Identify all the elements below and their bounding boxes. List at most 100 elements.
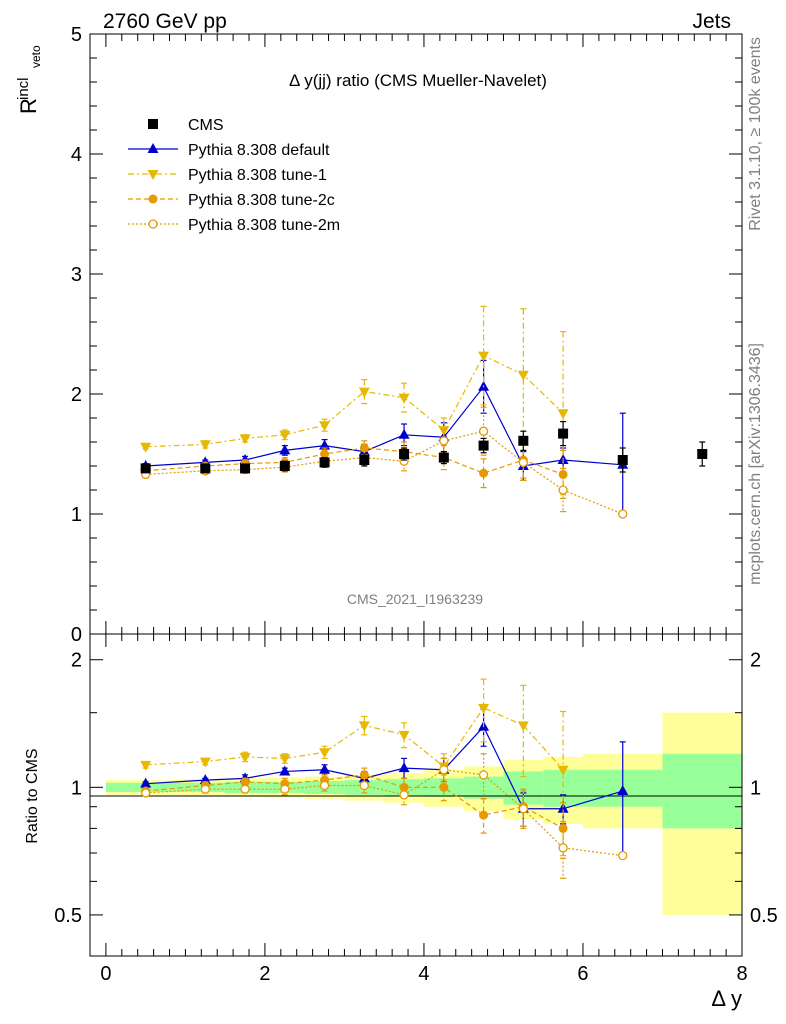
data-point-tune2m [319, 780, 330, 791]
data-point-cms [359, 455, 370, 465]
data-point-tune1 [140, 760, 152, 771]
data-point-tune1 [358, 721, 370, 732]
data-point-cms [140, 463, 151, 474]
legend-label: Pythia 8.308 tune-2c [188, 192, 335, 209]
data-point-tune1 [398, 393, 410, 404]
data-point-tune2m [618, 850, 628, 861]
data-point-tune2m [439, 765, 449, 775]
data-point-cms [518, 435, 529, 446]
legend-marker [147, 170, 159, 180]
data-point-default [557, 802, 569, 813]
data-point-tune1 [358, 387, 370, 398]
series-line-tune2m [145, 430, 623, 515]
data-point-default [398, 428, 410, 439]
legend-item-cms: CMS [148, 117, 224, 134]
series-tune2m [141, 753, 628, 879]
legend-marker [148, 194, 158, 204]
x-axis-label: Δ y [711, 986, 742, 1011]
data-point-tune2m [478, 426, 489, 436]
analysis-watermark: CMS_2021_I1963239 [347, 591, 483, 607]
y-axis-label-sup: incl [15, 77, 32, 100]
data-point-tune1 [140, 442, 152, 453]
data-point-cms [200, 463, 211, 474]
data-point-tune2m [200, 784, 210, 794]
data-point-default [617, 785, 629, 796]
data-point-cms [438, 452, 449, 463]
data-point-tune2m [141, 788, 151, 798]
data-point-tune1 [398, 730, 410, 741]
legend-item-tune2m: Pythia 8.308 tune-2m [128, 217, 340, 234]
data-point-tune2m [359, 780, 369, 791]
data-point-default [140, 777, 152, 788]
legend-marker [147, 143, 159, 153]
y-axis-label-sub: veto [29, 45, 43, 68]
mcplots-credit-text: mcplots.cern.ch [arXiv:1306.3436] [747, 343, 764, 585]
data-point-tune2m [518, 457, 528, 468]
y-tick-label-right: 1 [750, 777, 761, 799]
data-point-cms [697, 449, 708, 459]
data-point-tune2m [558, 485, 568, 495]
series-line-tune2m [145, 769, 623, 857]
data-point-tune1 [557, 409, 569, 420]
data-point-cms [279, 461, 290, 471]
data-point-tune1 [279, 430, 291, 441]
y-tick-label: 2 [71, 650, 82, 672]
data-point-tune2c [240, 777, 250, 787]
y-axis-label: R incl veto [15, 45, 43, 114]
data-point-tune2m [518, 804, 528, 814]
data-point-cms [478, 440, 489, 451]
data-point-tune2m [558, 843, 568, 853]
y-axis-label-main: R [16, 98, 41, 114]
y-tick-label: 0 [71, 624, 82, 646]
x-tick-label: 2 [259, 963, 270, 985]
series-default [140, 359, 629, 518]
series-tune2m [141, 406, 628, 519]
data-point-cms [558, 428, 569, 439]
y-tick-label: 0.5 [54, 905, 82, 927]
ratio-panel: 0 2 4 6 8 0.5 0.5 1 1 2 2 Ratio to CMS Δ y [24, 633, 778, 1011]
data-point-tune1 [199, 757, 211, 768]
y-tick-label: 3 [71, 264, 82, 286]
y-tick-label: 2 [71, 384, 82, 406]
x-tick-label: 4 [418, 963, 429, 985]
data-point-tune1 [239, 752, 251, 763]
data-point-cms [319, 457, 330, 468]
data-point-tune1 [557, 765, 569, 776]
data-point-tune2c [479, 810, 489, 820]
data-point-tune2c [320, 449, 330, 459]
data-point-default [319, 439, 331, 450]
rivet-version-text: Rivet 3.1.10, ≥ 100k events [747, 37, 764, 231]
data-point-default [319, 763, 331, 774]
data-point-tune2c [479, 468, 489, 478]
legend-item-default: Pythia 8.308 default [128, 142, 330, 159]
data-point-tune2c [359, 770, 369, 780]
data-point-tune1 [319, 748, 331, 759]
data-point-cms [617, 455, 628, 465]
uncertainty-band-inner [662, 753, 742, 829]
legend-label: Pythia 8.308 default [188, 142, 330, 159]
y-tick-label: 1 [71, 777, 82, 799]
data-point-tune1 [517, 370, 529, 381]
data-point-tune1 [517, 721, 529, 732]
data-point-default [279, 765, 291, 776]
x-tick-label: 6 [577, 963, 588, 985]
data-point-tune2m [399, 790, 409, 800]
legend-label: CMS [188, 117, 224, 134]
header-left: 2760 GeV pp [103, 10, 227, 33]
legend-item-tune1: Pythia 8.308 tune-1 [128, 167, 327, 184]
data-point-tune1 [478, 703, 490, 714]
series-line-default [145, 385, 623, 467]
y-tick-label: 1 [71, 504, 82, 526]
legend-label: Pythia 8.308 tune-2m [188, 217, 340, 234]
data-point-tune2m [439, 436, 449, 446]
main-plot-title: Δ y(jj) ratio (CMS Mueller-Navelet) [289, 71, 547, 90]
data-point-tune1 [279, 754, 291, 765]
data-point-tune2c [439, 782, 449, 792]
data-point-tune1 [478, 351, 490, 362]
data-point-tune2m [280, 784, 290, 794]
legend-marker [148, 119, 158, 129]
data-point-default [398, 762, 410, 773]
data-point-tune2m [618, 509, 628, 519]
data-point-tune2m [240, 784, 250, 794]
data-point-cms [240, 463, 251, 474]
